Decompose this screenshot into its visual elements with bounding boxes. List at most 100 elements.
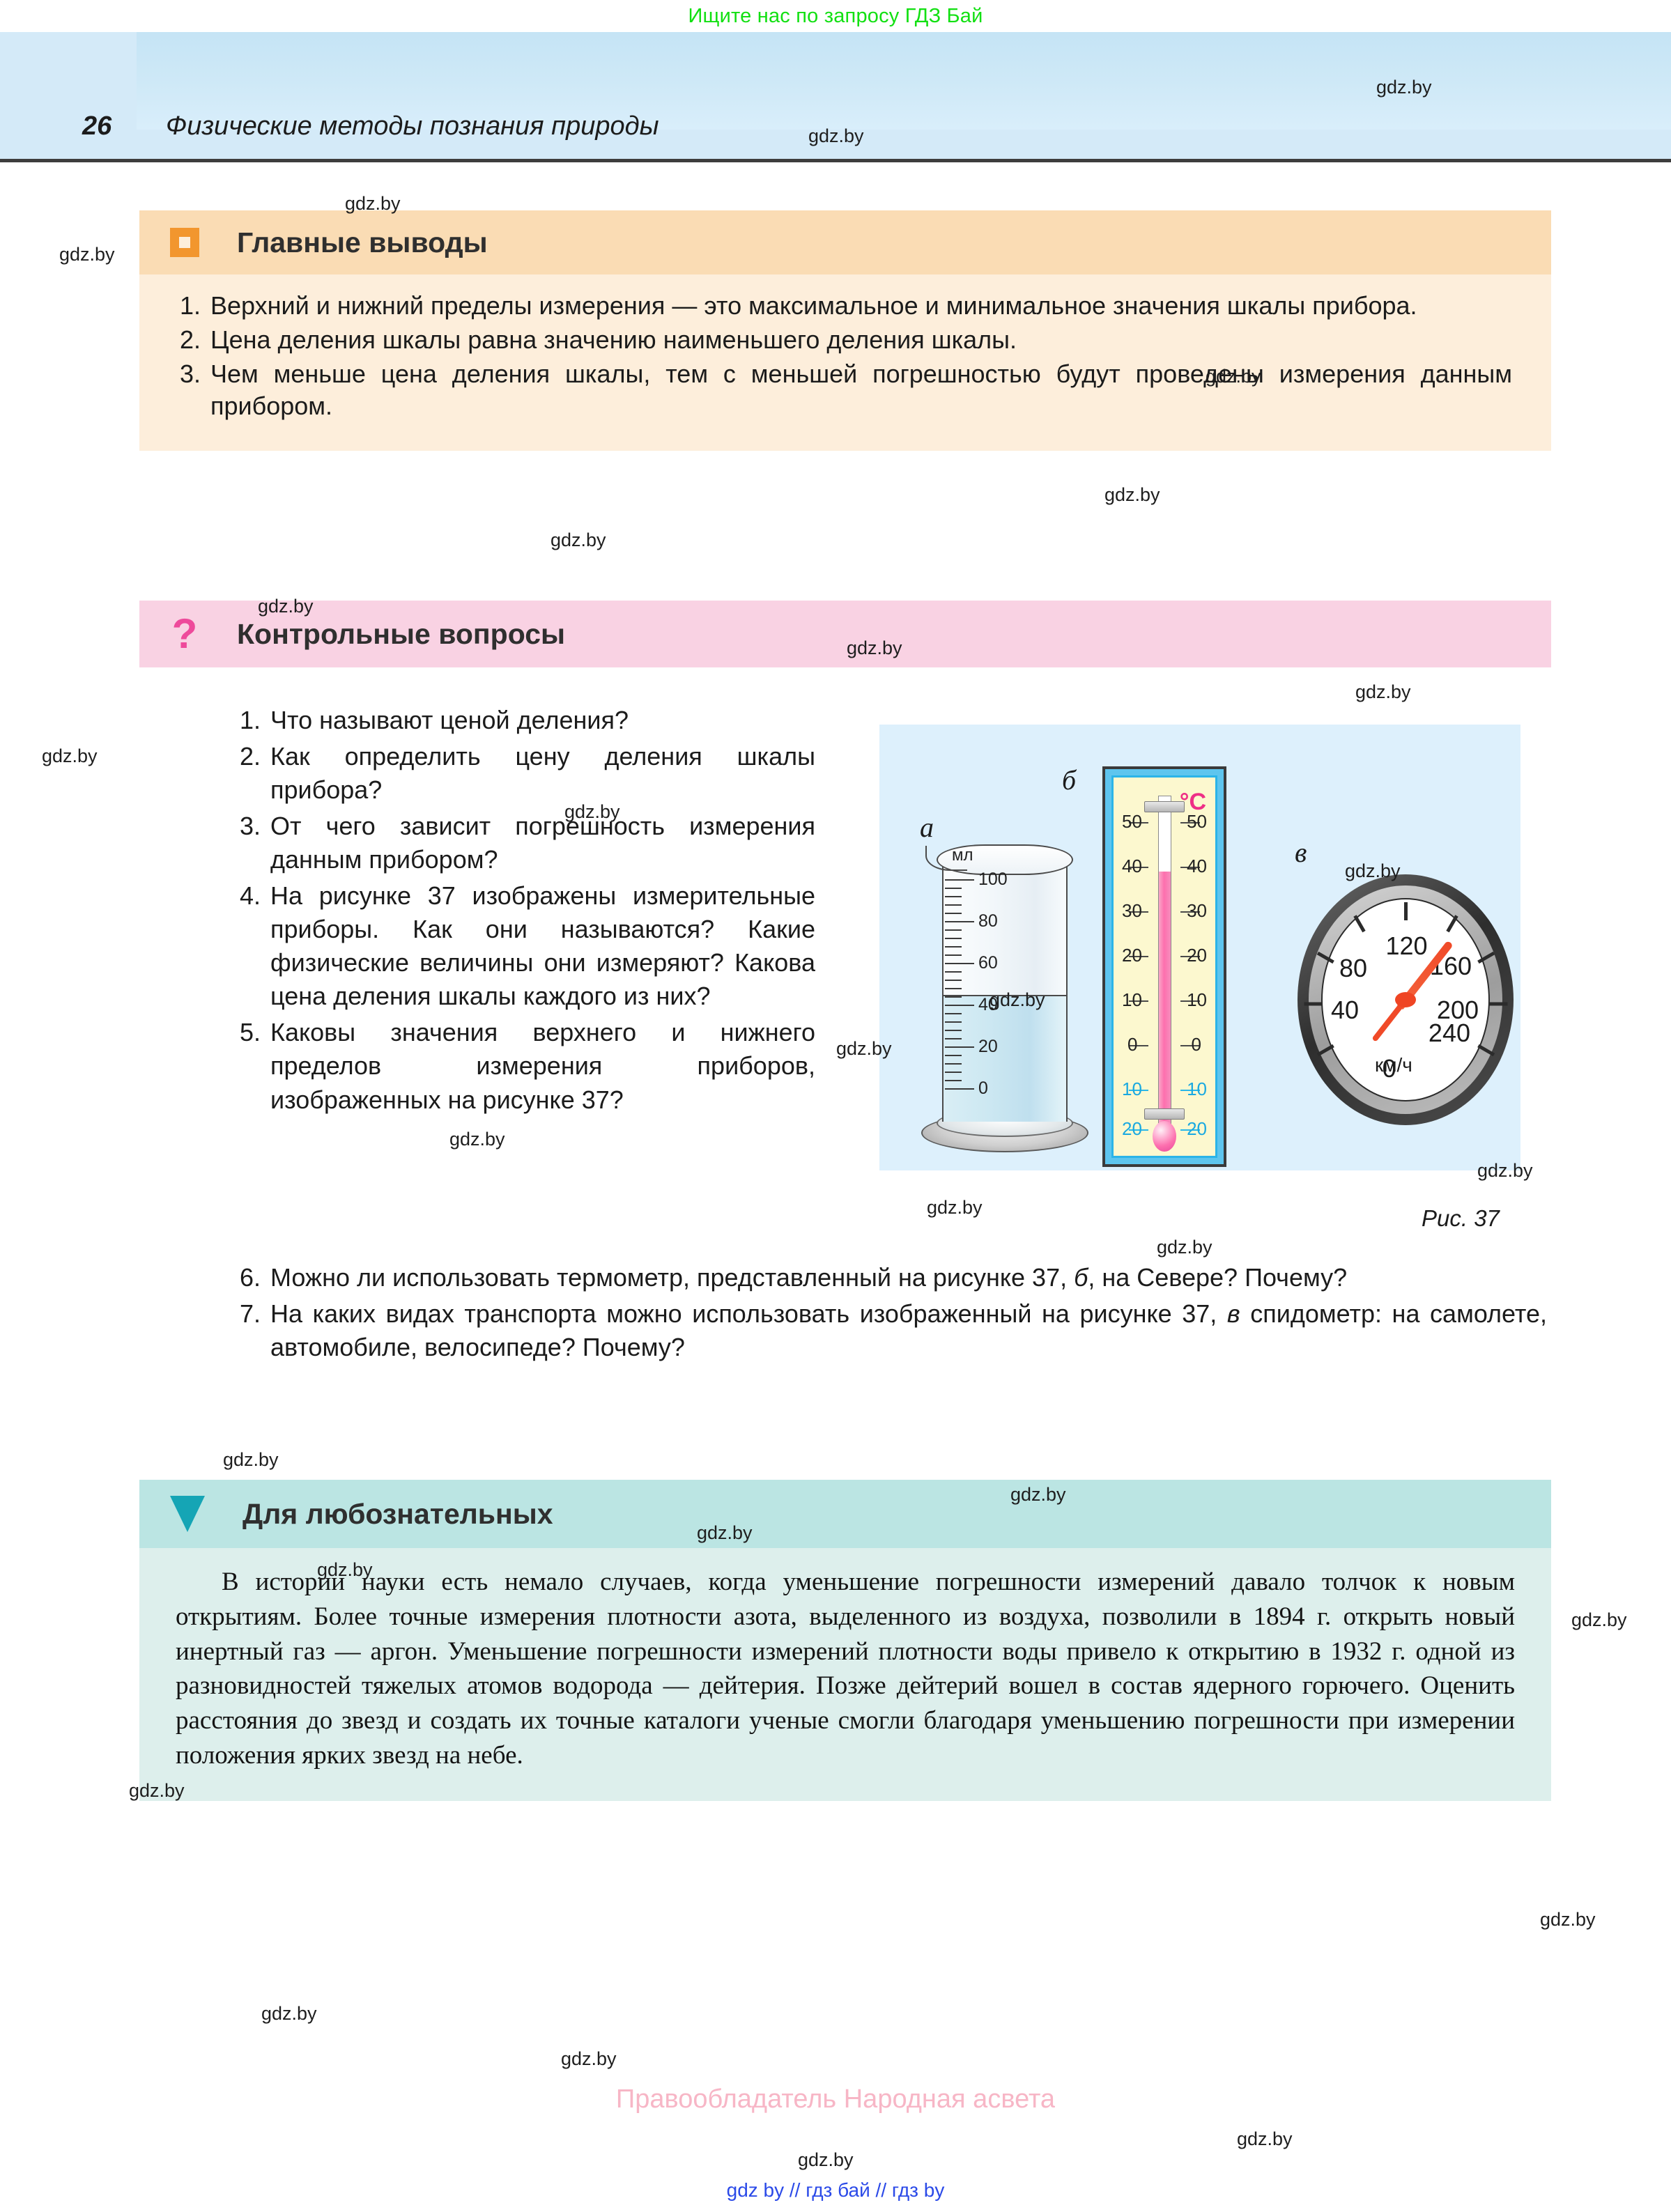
item-number: 5.: [239, 1018, 261, 1047]
watermark: gdz.by: [261, 2003, 317, 2024]
item-number: 3.: [179, 359, 201, 388]
thermometer-tick-label: 0: [1191, 1034, 1201, 1055]
watermark: gdz.by: [42, 745, 98, 766]
curious-title: Для любознательных: [242, 1497, 553, 1530]
thermometer-tick-label-negative: 20: [1187, 1118, 1207, 1139]
list-item: 2. Цена деления шкалы равна значению наи…: [178, 324, 1512, 357]
promo-banner-text: Ищите нас по запросу ГДЗ Бай: [688, 4, 983, 27]
watermark: gdz.by: [989, 989, 1045, 1010]
cylinder-unit-label: мл: [952, 846, 973, 865]
item-text-emphasis: в: [1226, 1299, 1240, 1329]
conclusions-list: 1. Верхний и нижний пределы измерения — …: [178, 290, 1512, 423]
item-text: Верхний и нижний пределы измерения — это…: [210, 291, 1417, 320]
watermark: gdz.by: [1104, 484, 1160, 505]
watermark: gdz.by: [345, 193, 401, 214]
cylinder-tick-label: 0: [978, 1078, 988, 1098]
running-head-band: [137, 32, 1671, 130]
item-text-post: спидометр: на самолете, автомобиле, вело…: [270, 1299, 1547, 1362]
list-item: 1. Что называют ценой деления?: [237, 704, 815, 737]
watermark: gdz.by: [836, 1038, 892, 1059]
list-item: 3. От чего зависит погрешность измерения…: [237, 810, 815, 876]
speedometer-face: 0 40 80 120 160 200 240 км/ч: [1304, 898, 1507, 1101]
watermark: gdz.by: [550, 529, 606, 550]
watermark: gdz.by: [1571, 1609, 1627, 1630]
header-rule: [0, 159, 1671, 162]
figure-label-a: а: [920, 812, 934, 843]
watermark: gdz.by: [927, 1197, 983, 1218]
question-mark-icon: ?: [171, 610, 198, 657]
item-number: 2.: [179, 325, 201, 354]
main-conclusions-title: Главные выводы: [237, 226, 488, 258]
chapter-title: Физические методы познания природы: [166, 111, 659, 141]
thermometer-tick-label: 10: [1122, 989, 1142, 1010]
thermometer-tick-label: 50: [1187, 811, 1207, 832]
item-text-pre: На каких видах транспорта можно использо…: [270, 1299, 1227, 1329]
thermometer-tick-label-negative: 10: [1122, 1078, 1142, 1099]
page-number: 26: [82, 111, 112, 141]
main-conclusions-box: Главные выводы 1. Верхний и нижний преде…: [139, 210, 1551, 451]
figure-caption: Рис. 37: [1422, 1205, 1500, 1231]
watermark: gdz.by: [1376, 77, 1432, 98]
thermometer-mercury-column: [1158, 872, 1171, 1132]
speedometer: 0 40 80 120 160 200 240 км/ч: [1297, 874, 1514, 1125]
main-conclusions-body: 1. Верхний и нижний пределы измерения — …: [139, 274, 1551, 451]
watermark: gdz.by: [1540, 1909, 1596, 1930]
cylinder-spout: [925, 846, 967, 871]
item-text: На рисунке 37 изображены измерительные п…: [270, 881, 815, 1011]
watermark: gdz.by: [561, 2048, 617, 2069]
watermark: gdz.by: [1237, 2128, 1293, 2149]
measuring-cylinder: мл 100 80 60: [921, 836, 1088, 1152]
cylinder-tick-label: 100: [978, 869, 1008, 889]
triangle-down-icon: [170, 1496, 205, 1532]
thermometer-tick-label: 40: [1122, 856, 1142, 876]
item-text: Можно ли использовать термометр, предста…: [270, 1261, 1547, 1294]
speedometer-tick-label: 80: [1339, 953, 1368, 982]
item-text: Цена деления шкалы равна значению наимен…: [210, 325, 1017, 354]
watermark: gdz.by: [449, 1129, 505, 1150]
speedometer-tick-label: 120: [1385, 931, 1428, 961]
item-text: Что называют ценой деления?: [270, 706, 629, 734]
control-questions-wide-list: 6. Можно ли использовать термометр, пред…: [237, 1261, 1547, 1367]
thermometer-tick-label-negative: 20: [1122, 1118, 1142, 1139]
watermark: gdz.by: [223, 1449, 279, 1470]
item-text-emphasis: б: [1074, 1263, 1088, 1292]
thermometer-tick-label-negative: 10: [1187, 1078, 1207, 1099]
item-text: От чего зависит погрешность измерения да…: [270, 812, 815, 874]
thermometer-clip-bottom: [1144, 1108, 1185, 1120]
watermark: gdz.by: [798, 2149, 854, 2170]
item-number: 4.: [239, 881, 261, 911]
thermometer-tick-label: 0: [1127, 1034, 1138, 1055]
figure-label-v: в: [1295, 837, 1307, 868]
item-text: Чем меньше цена деления шкалы, тем с мен…: [210, 359, 1512, 421]
control-questions-box: ? Контрольные вопросы: [139, 601, 1551, 667]
thermometer: °C: [1102, 766, 1226, 1167]
thermometer-tick-label: 20: [1122, 945, 1142, 966]
footer-links: gdz by // гдз бай // гдз by: [726, 2179, 945, 2201]
speedometer-tick-label: 40: [1331, 996, 1360, 1025]
cylinder-tick-label: 40: [978, 995, 998, 1014]
control-questions-title: Контрольные вопросы: [237, 617, 566, 650]
list-item: 2. Как определить цену деления шкалы при…: [237, 740, 815, 807]
thermometer-clip-top: [1144, 801, 1185, 812]
watermark: gdz.by: [564, 801, 620, 822]
curious-paragraph: В истории науки есть немало случаев, ког…: [176, 1568, 1515, 1770]
speedometer-tick-label: 200: [1436, 996, 1479, 1025]
cylinder-tick-label: 20: [978, 1037, 998, 1056]
item-number: 3.: [239, 812, 261, 841]
watermark: gdz.by: [1477, 1160, 1533, 1181]
list-item: 7. На каких видах транспорта можно испол…: [237, 1297, 1547, 1364]
thermometer-tick-label: 10: [1187, 989, 1207, 1010]
list-item: 1. Верхний и нижний пределы измерения — …: [178, 290, 1512, 323]
speedometer-hub: [1395, 992, 1416, 1007]
thermometer-bulb: [1153, 1121, 1176, 1152]
watermark: gdz.by: [1345, 860, 1401, 881]
thermometer-tick-label: 30: [1187, 900, 1207, 921]
watermark: gdz.by: [258, 596, 314, 617]
list-item: 5. Каковы значения верхнего и нижнего пр…: [237, 1016, 815, 1116]
curious-header: Для любознательных: [139, 1480, 1551, 1548]
control-questions-narrow-list: 1. Что называют ценой деления? 2. Как оп…: [237, 704, 815, 1120]
item-text: Каковы значения верхнего и нижнего преде…: [270, 1018, 815, 1114]
figure-37: а б в мл: [879, 725, 1520, 1170]
curious-box: Для любознательных В истории науки есть …: [139, 1480, 1551, 1801]
promo-banner: Ищите нас по запросу ГДЗ Бай: [0, 0, 1671, 32]
